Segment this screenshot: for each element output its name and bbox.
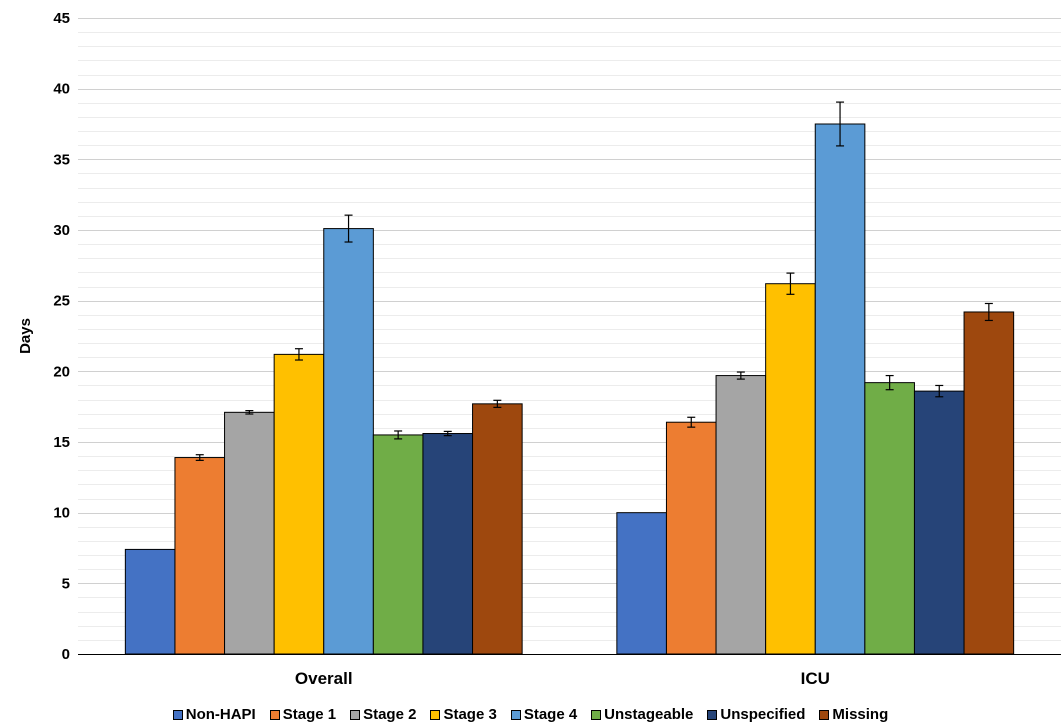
legend-label: Unspecified xyxy=(720,706,806,723)
y-tick-label: 0 xyxy=(62,646,70,663)
error-bar xyxy=(736,371,745,380)
error-bar xyxy=(885,374,894,391)
legend-item: Non-HAPI xyxy=(172,706,256,723)
error-bars xyxy=(195,101,993,461)
error-bar xyxy=(245,410,254,415)
y-axis-ticks: 0 5 10 15 20 25 30 35 40 45 xyxy=(53,10,70,663)
y-tick-label: 20 xyxy=(53,363,70,380)
legend-swatch xyxy=(172,709,183,720)
legend-label: Stage 2 xyxy=(363,706,417,723)
x-category-label: ICU xyxy=(801,669,830,688)
legend-label: Stage 3 xyxy=(443,706,497,723)
bar-unspecified-overall xyxy=(422,433,474,655)
bar-unstageable-overall xyxy=(372,434,424,655)
bar-unstageable-icu xyxy=(864,382,915,655)
legend-item: Unspecified xyxy=(707,706,805,723)
x-axis-categories: Overall ICU xyxy=(295,669,830,688)
error-bar xyxy=(195,454,204,461)
legend-label: Non-HAPI xyxy=(185,706,256,723)
y-axis-label: Days xyxy=(17,318,34,354)
bar-stage-2-overall xyxy=(224,411,275,655)
bar-stage-3-icu xyxy=(765,283,816,655)
y-tick-label: 35 xyxy=(53,151,70,168)
legend-item: Stage 4 xyxy=(510,706,578,723)
bars xyxy=(124,123,1015,655)
legend: Non-HAPI Stage 1 Stage 2 Stage 3 Stage 4 Unst… xyxy=(0,706,1061,723)
error-bar xyxy=(294,348,303,361)
error-bar xyxy=(493,399,502,408)
legend-label: Unstageable xyxy=(604,706,694,723)
bar-missing-overall xyxy=(472,403,523,655)
legend-label: Missing xyxy=(832,706,889,723)
error-bar xyxy=(344,214,353,243)
bar-stage-2-icu xyxy=(715,375,767,655)
legend-swatch xyxy=(350,709,361,720)
error-bar xyxy=(984,302,993,322)
legend-swatch xyxy=(269,709,280,720)
legend-label: Stage 1 xyxy=(282,706,337,723)
y-tick-label: 40 xyxy=(53,81,70,98)
error-bar xyxy=(935,384,944,398)
bar-non-hapi-overall xyxy=(124,548,176,655)
error-bar xyxy=(394,430,403,440)
bar-missing-icu xyxy=(963,311,1015,655)
error-bar xyxy=(836,101,845,147)
y-tick-label: 5 xyxy=(62,575,70,592)
legend-swatch xyxy=(819,709,830,720)
legend-item: Unstageable xyxy=(591,706,693,723)
legend-item: Missing xyxy=(819,706,888,723)
legend-swatch xyxy=(707,709,718,720)
chart: 0 5 10 15 20 25 30 35 40 45 Overall ICU Days xyxy=(17,10,1061,688)
y-tick-label: 30 xyxy=(53,222,70,239)
bar-stage-4-icu xyxy=(814,123,866,655)
bar-stage-4-overall xyxy=(323,228,374,655)
error-bar xyxy=(786,272,795,295)
legend-swatch xyxy=(510,709,521,720)
legend-swatch xyxy=(591,709,602,720)
legend-swatch xyxy=(430,709,441,720)
y-tick-label: 10 xyxy=(53,505,70,522)
legend-item: Stage 2 xyxy=(350,706,416,723)
error-bar xyxy=(687,416,696,428)
bar-non-hapi-icu xyxy=(616,512,667,655)
legend-item: Stage 3 xyxy=(430,706,497,723)
bar-unspecified-icu xyxy=(913,390,965,655)
y-tick-label: 45 xyxy=(53,10,70,27)
bar-stage-1-overall xyxy=(174,457,226,655)
x-category-label: Overall xyxy=(295,669,353,688)
bar-stage-1-icu xyxy=(665,421,717,655)
y-tick-label: 25 xyxy=(53,293,70,310)
bar-stage-3-overall xyxy=(273,353,325,655)
error-bar xyxy=(443,430,452,437)
y-tick-label: 15 xyxy=(53,434,70,451)
legend-item: Stage 1 xyxy=(269,706,337,723)
legend-label: Stage 4 xyxy=(523,706,578,723)
